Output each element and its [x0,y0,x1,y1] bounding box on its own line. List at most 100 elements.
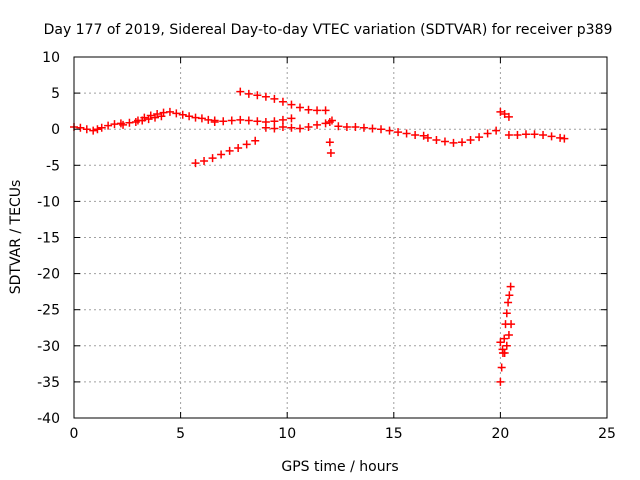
data-point [278,97,287,106]
data-point [502,309,511,318]
series-arc-M [496,282,515,386]
y-tick-label: 5 [51,86,60,102]
data-point [497,363,506,372]
data-point [500,334,509,343]
x-tick-label: 10 [278,426,296,442]
data-point [313,106,322,115]
data-point [104,121,113,130]
data-point [157,112,166,121]
data-point [244,89,253,98]
data-point [165,107,174,116]
data-point [244,116,253,125]
data-point [97,123,106,132]
data-point [185,112,194,121]
y-tick-label: -20 [37,267,60,283]
data-point [342,123,351,132]
data-points [70,87,569,386]
data-point [496,338,505,347]
data-point [287,123,296,132]
data-point [432,136,441,145]
data-point [505,291,514,300]
data-point [82,125,91,134]
y-tick-label: 0 [51,122,60,138]
data-point [270,94,279,103]
data-point [507,320,516,329]
x-tick-label: 15 [385,426,403,442]
y-tick-label: -40 [37,411,60,427]
data-point [217,150,226,159]
data-point [475,133,484,142]
data-point [458,138,467,147]
series-arc-K [496,107,513,121]
data-point [253,117,262,126]
data-point [295,124,304,133]
series-arc-F [191,136,260,168]
data-point [506,282,515,291]
data-point [234,143,243,152]
data-point [504,130,513,139]
data-point [502,341,511,350]
data-point [270,117,279,126]
data-point [172,109,181,118]
data-point [327,116,336,125]
data-point [178,110,187,119]
data-point [504,112,513,121]
data-point [151,113,160,122]
data-point [334,122,343,131]
data-point [500,110,509,119]
data-point [402,129,411,138]
data-point [287,114,296,123]
data-point [304,123,313,132]
data-point [93,125,102,134]
data-point [304,105,313,114]
x-tick-label: 0 [70,426,79,442]
data-point [530,130,539,139]
data-point [394,128,403,137]
data-point [313,120,322,129]
y-axis-label: SDTVAR / TECUs [8,180,24,295]
data-point [295,103,304,112]
data-point [210,117,219,126]
data-point [208,154,217,163]
series-arc-E [236,87,330,115]
data-point [138,116,147,125]
series-arc-N [496,320,516,358]
y-tick-label: -10 [37,194,60,210]
series-arc-C [119,112,166,129]
y-tick-label: -30 [37,339,60,355]
series-arc-A [70,119,125,135]
data-point [513,130,522,139]
data-point [251,136,260,145]
data-point [504,298,513,307]
data-point [500,349,509,358]
data-point [236,115,245,124]
data-point [440,137,449,146]
data-point [219,117,228,126]
data-point [351,123,360,132]
data-point [242,140,251,149]
data-point [227,116,236,125]
y-tick-label: -15 [37,231,60,247]
data-point [200,156,209,165]
data-point [423,133,432,142]
data-point [119,120,128,129]
data-point [483,129,492,138]
data-point [560,134,569,143]
data-point [492,126,501,135]
data-point [539,130,548,139]
data-point [377,125,386,134]
axis-ticks [73,56,608,419]
data-point [278,115,287,124]
x-tick-label: 20 [491,426,509,442]
y-tick-label: 10 [42,50,60,66]
data-point [89,126,98,135]
data-point [270,124,279,133]
x-axis-label: GPS time / hours [281,459,398,475]
data-point [197,114,206,123]
data-point [191,159,200,168]
y-tick-label: -25 [37,303,60,319]
data-point [326,149,335,158]
data-point [321,119,330,128]
data-point [496,377,505,386]
